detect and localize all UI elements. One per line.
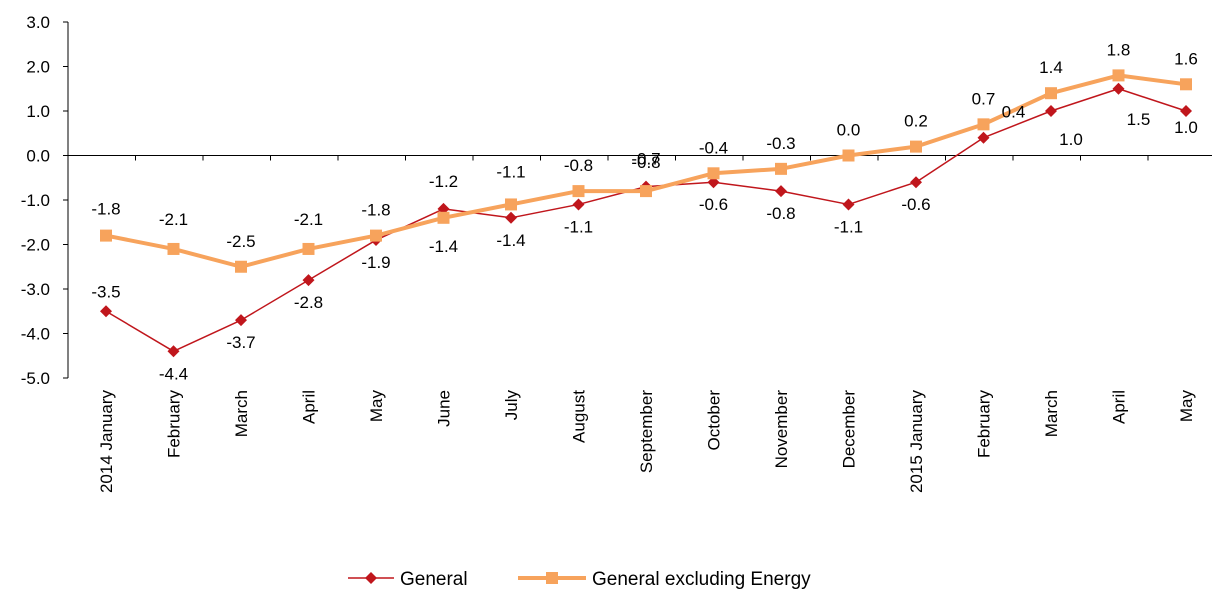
general-data-label: 0.4 xyxy=(1002,103,1026,122)
general-excl-energy-series-marker xyxy=(505,198,517,211)
general-excl-energy-data-label: -1.1 xyxy=(496,162,525,181)
general-series-line xyxy=(105,88,1187,353)
x-category-label: April xyxy=(300,390,319,424)
general-excl-energy-data-label: -1.8 xyxy=(361,201,390,220)
x-category-label: September xyxy=(637,390,656,473)
general-data-label: 1.5 xyxy=(1127,110,1151,129)
y-tick-label: -2.0 xyxy=(21,236,50,255)
general-excl-energy-data-label: -0.8 xyxy=(631,153,660,172)
general-data-label: 1.0 xyxy=(1174,118,1198,137)
x-category-label: March xyxy=(1042,390,1061,437)
general-series-marker xyxy=(910,176,922,189)
series-lines xyxy=(100,69,1192,584)
legend: General General excluding Energy xyxy=(348,569,811,590)
general-data-label: -1.9 xyxy=(361,253,390,272)
general-series-marker xyxy=(1045,105,1057,117)
y-tick-label: 3.0 xyxy=(26,13,50,32)
general-data-label: -0.8 xyxy=(766,204,795,223)
y-tick-label: -4.0 xyxy=(21,325,50,344)
general-excl-energy-data-label: 0.2 xyxy=(904,112,928,131)
general-excl-energy-series-marker xyxy=(775,162,787,175)
general-excl-energy-data-label: -2.5 xyxy=(226,232,255,251)
general-excl-energy-series-marker xyxy=(1045,87,1057,100)
data-labels: -3.5 -4.4 -3.7 -2.8 -1.9 -1.2 -1.4 -1.1 -0.7 -0.6… xyxy=(91,40,1197,383)
x-category-label: 2015 January xyxy=(907,390,926,494)
general-excl-energy-series-marker xyxy=(370,229,382,242)
axes: 3.0 2.0 1.0 0.0 -1.0 -2.0 -3.0 -4.0 -5.0 2014 Jan… xyxy=(21,13,1212,493)
general-data-label: -1.1 xyxy=(564,217,593,236)
x-category-label: October xyxy=(705,390,724,451)
general-series-marker xyxy=(775,185,787,198)
general-data-label: -1.2 xyxy=(429,172,458,191)
general-series-marker xyxy=(977,131,990,144)
legend-excl-energy-label: General excluding Energy xyxy=(592,569,811,590)
general-excl-energy-data-label: 1.8 xyxy=(1107,40,1131,59)
general-excl-energy-series-marker xyxy=(302,242,315,255)
general-excl-energy-series-marker xyxy=(1180,78,1192,91)
x-category-label: May xyxy=(367,390,386,423)
general-excl-energy-series-marker xyxy=(707,167,720,180)
general-data-label: -2.8 xyxy=(294,293,323,312)
general-data-label: -4.4 xyxy=(159,364,188,383)
general-excl-energy-data-label: -1.4 xyxy=(429,237,458,256)
y-tick-label: 1.0 xyxy=(26,102,50,121)
general-data-label: 1.0 xyxy=(1059,130,1083,149)
general-excl-energy-series-marker xyxy=(572,185,585,198)
x-category-label: March xyxy=(232,390,251,437)
y-tick-label: -3.0 xyxy=(21,280,50,299)
general-excl-energy-series-marker xyxy=(235,260,247,273)
general-data-label: -1.4 xyxy=(496,231,525,250)
general-data-label: -3.5 xyxy=(91,282,120,301)
general-excl-energy-series-marker xyxy=(100,229,112,242)
general-data-label: -3.7 xyxy=(226,333,255,352)
general-series-marker xyxy=(1180,105,1192,117)
x-category-label: February xyxy=(975,390,994,459)
y-tick-label: 0.0 xyxy=(26,147,50,166)
general-excl-energy-series-marker xyxy=(640,185,652,198)
general-excl-energy-data-label: 1.6 xyxy=(1174,49,1198,68)
x-category-label: April xyxy=(1110,390,1129,424)
general-excl-energy-series-marker xyxy=(977,118,990,131)
general-excl-energy-data-label: 0.7 xyxy=(972,89,996,108)
general-excl-energy-data-label: -0.4 xyxy=(699,138,728,157)
general-series-marker xyxy=(1112,82,1125,95)
x-category-label: August xyxy=(570,390,589,443)
general-excl-energy-series-marker xyxy=(437,211,450,224)
general-excl-energy-data-label: -0.3 xyxy=(766,134,795,153)
general-excl-energy-series-marker xyxy=(910,140,922,153)
y-tick-label: -5.0 xyxy=(21,369,50,388)
general-series-marker xyxy=(572,198,585,211)
general-series-marker xyxy=(167,345,180,358)
x-category-label: February xyxy=(165,390,184,459)
x-category-label: 2014 January xyxy=(97,390,116,494)
y-tick-label: 2.0 xyxy=(26,58,50,77)
general-series-marker xyxy=(100,305,112,318)
general-excl-energy-data-label: -2.1 xyxy=(294,210,323,229)
general-excl-energy-data-label: -1.8 xyxy=(91,200,120,219)
general-data-label: -0.6 xyxy=(699,195,728,214)
legend-general-label: General xyxy=(400,569,468,590)
general-excl-energy-data-label: 1.4 xyxy=(1039,58,1063,77)
general-series-marker xyxy=(302,274,315,287)
general-series-marker xyxy=(235,314,247,327)
general-excl-energy-data-label: 0.0 xyxy=(837,121,861,140)
general-excl-energy-data-label: -2.1 xyxy=(159,210,188,229)
general-data-label: -0.7 xyxy=(631,150,660,169)
x-category-label: June xyxy=(435,390,454,427)
y-tick-label: -1.0 xyxy=(21,191,50,210)
general-excl-energy-series-marker xyxy=(842,149,855,162)
general-series-marker xyxy=(505,211,517,224)
x-category-label: May xyxy=(1177,390,1196,423)
x-category-label: July xyxy=(502,390,521,421)
x-category-label: November xyxy=(772,390,791,469)
x-category-label: December xyxy=(840,390,859,469)
general-excl-energy-series-marker xyxy=(167,242,180,255)
general-data-label: -0.6 xyxy=(901,195,930,214)
general-excl-energy-series-marker xyxy=(1112,69,1125,82)
general-data-label: -1.1 xyxy=(834,217,863,236)
general-excl-energy-data-label: -0.8 xyxy=(564,156,593,175)
general-series-marker xyxy=(842,198,855,211)
